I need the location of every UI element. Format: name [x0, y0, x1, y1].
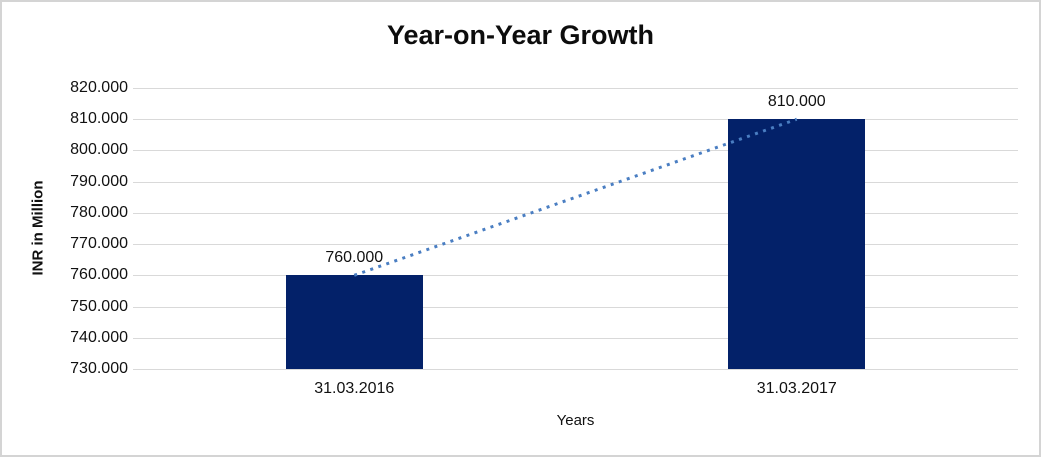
- gridline: [133, 150, 1018, 152]
- gridline: [133, 212, 1018, 214]
- gridline: [133, 369, 1018, 370]
- gridline: [133, 275, 1018, 277]
- bar-31.03.2017: [728, 119, 866, 369]
- y-axis-tick-label: 790.000: [70, 172, 128, 190]
- bar-value-label: 810.000: [767, 93, 826, 111]
- y-axis-tick-label: 810.000: [70, 110, 128, 128]
- y-axis-tick-label: 780.000: [70, 203, 128, 221]
- gridline: [133, 306, 1018, 308]
- y-axis-tick-label: 800.000: [70, 141, 128, 159]
- gridline: [133, 337, 1018, 339]
- chart-title: Year-on-Year Growth: [386, 20, 655, 50]
- y-axis-tick-label: 740.000: [70, 328, 128, 346]
- x-axis-category-label: 31.03.2017: [756, 380, 837, 397]
- gridline: [133, 119, 1018, 121]
- y-axis-tick-label: 730.000: [70, 360, 128, 377]
- y-axis-tick-label: 820.000: [70, 79, 128, 96]
- y-axis-tick-label: 770.000: [70, 235, 128, 253]
- y-axis-tick-label: 750.000: [70, 297, 128, 315]
- y-axis-tick-label: 760.000: [70, 266, 128, 284]
- y-axis-title: INR in Million: [29, 180, 47, 276]
- x-axis-title: Years: [556, 412, 595, 429]
- gridline: [133, 181, 1018, 183]
- gridline: [133, 244, 1018, 246]
- gridline: [133, 88, 1018, 89]
- bar-value-label: 760.000: [325, 249, 384, 267]
- x-axis-category-label: 31.03.2016: [314, 380, 395, 397]
- bar-31.03.2016: [285, 275, 423, 369]
